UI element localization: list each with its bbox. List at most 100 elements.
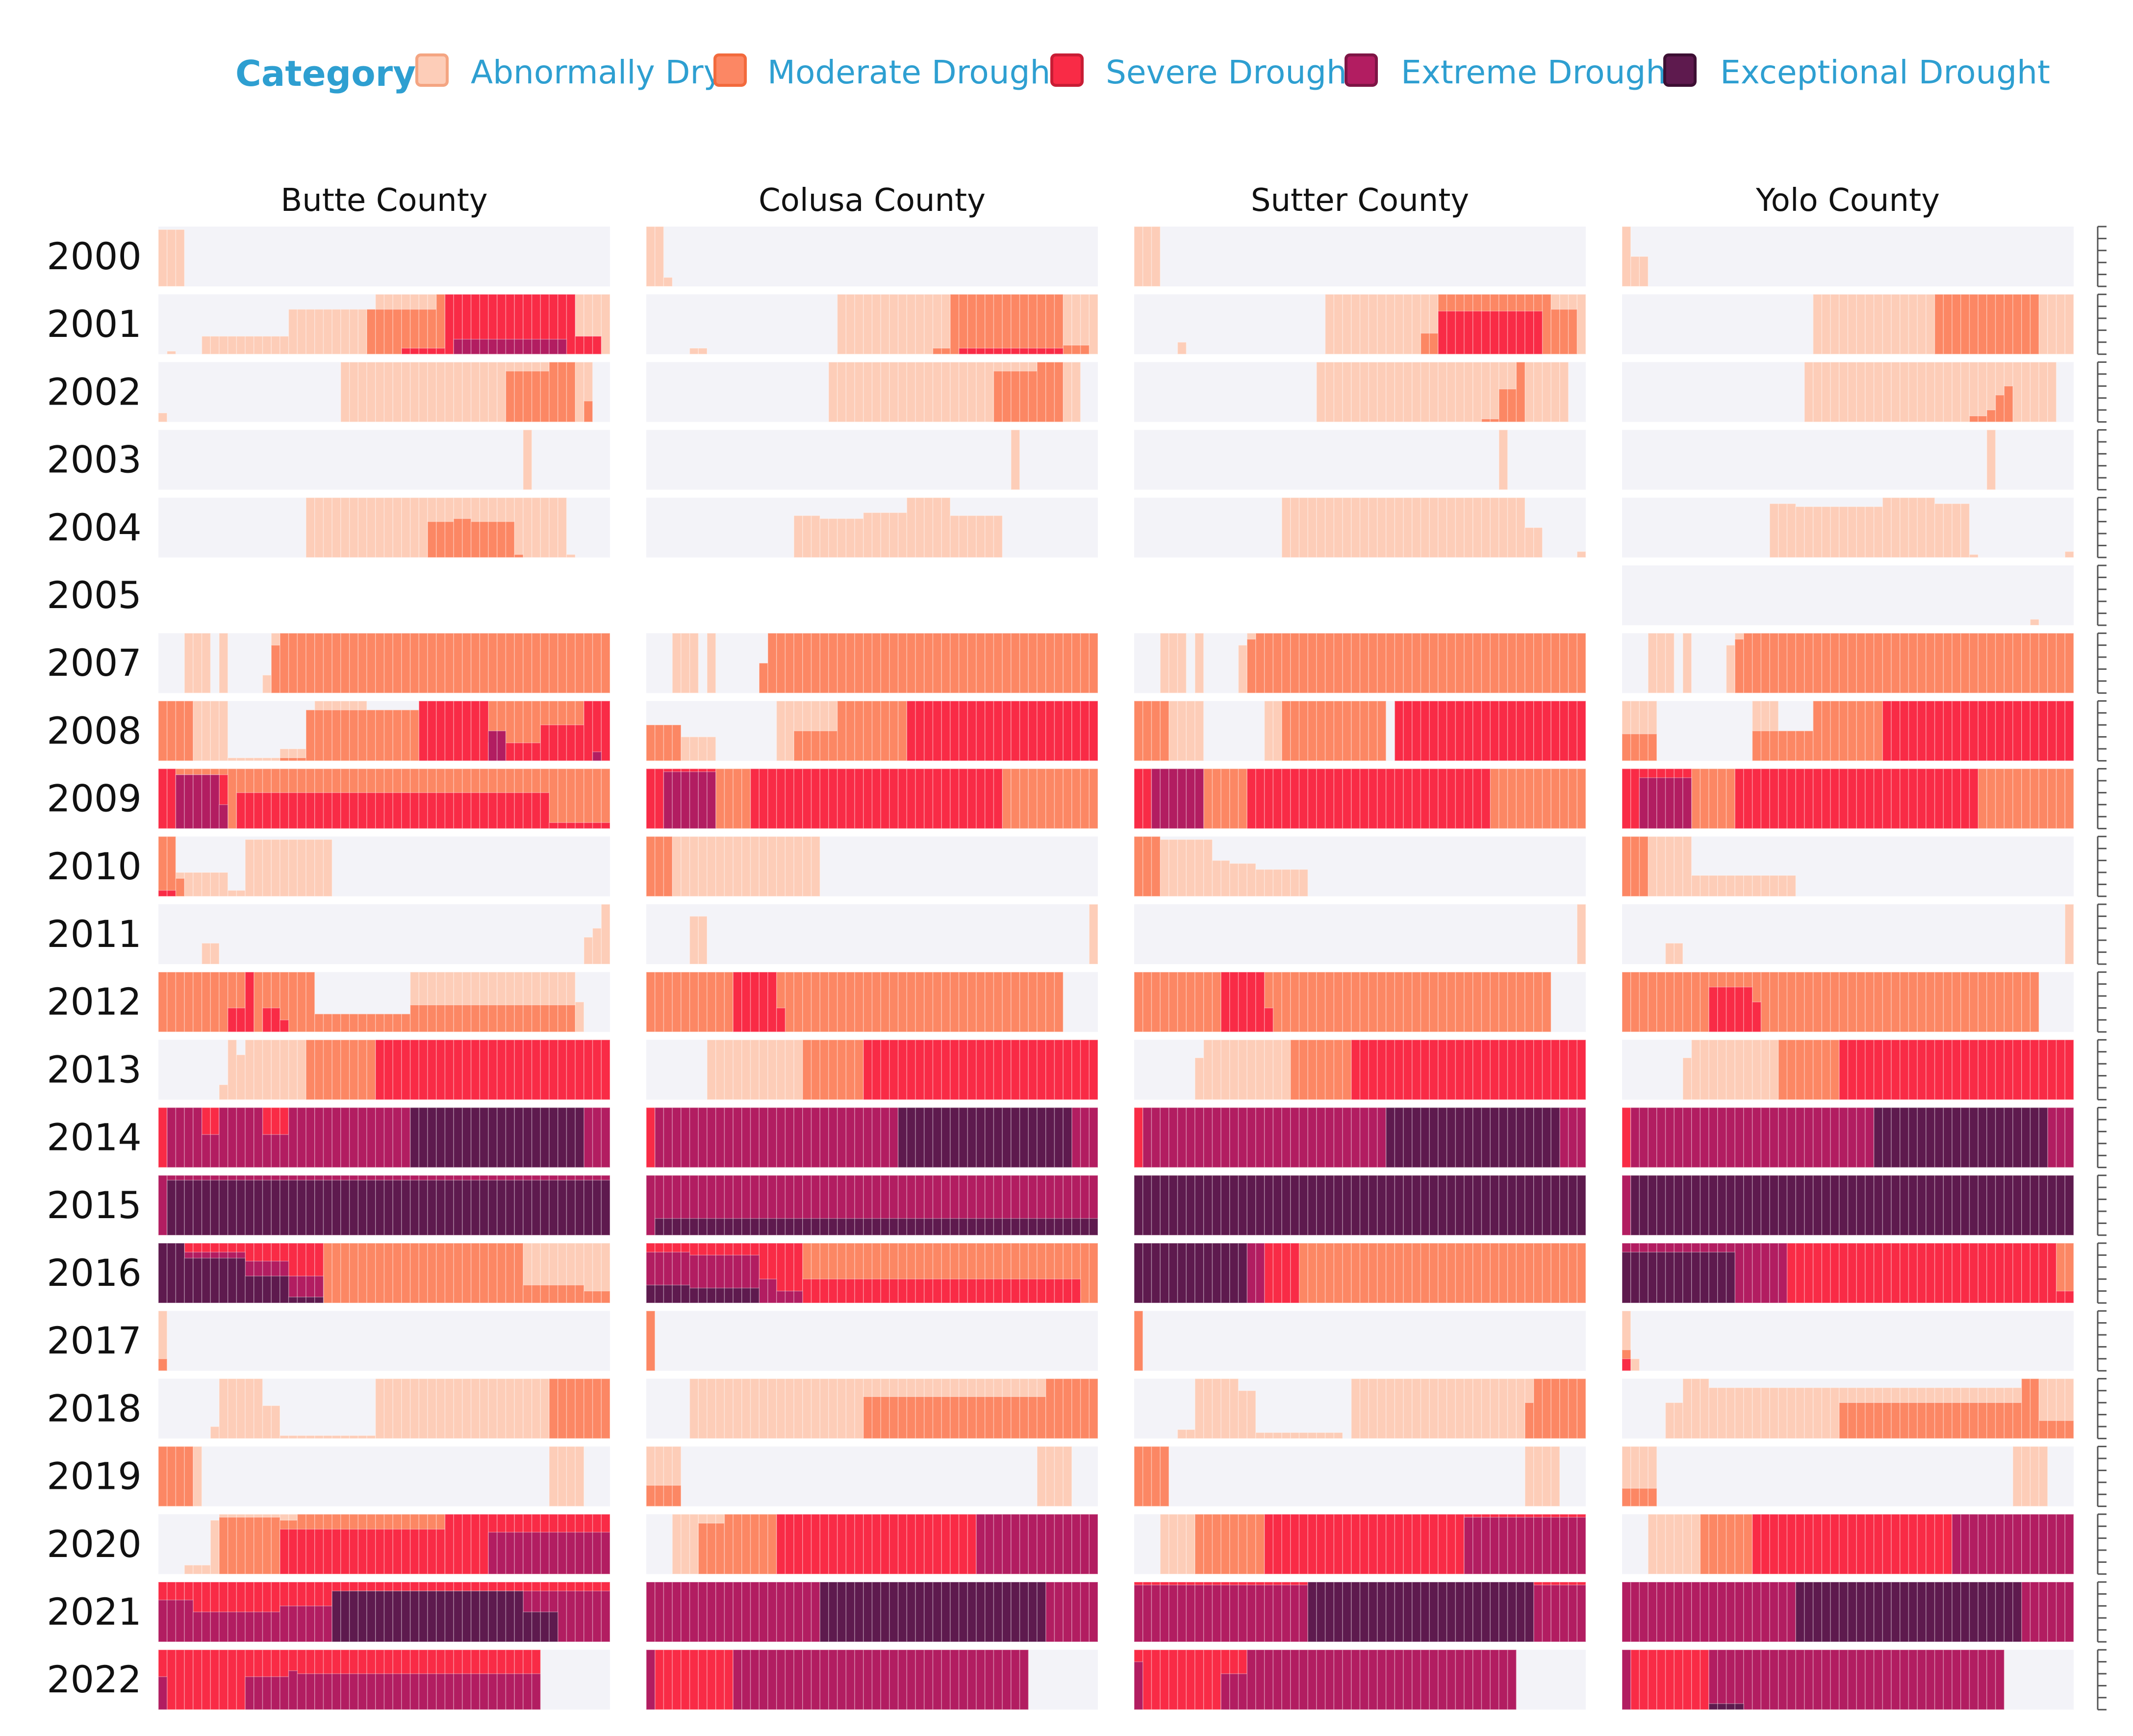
bar-D1-week-21: [1307, 1243, 1317, 1303]
bar-D3-week-11: [733, 1107, 742, 1168]
bar-D1-week-24: [845, 971, 855, 1032]
bar-D4-week-34: [444, 1107, 454, 1168]
bar-D0-week-8: [219, 872, 229, 897]
bar-D0-week-7: [1186, 700, 1195, 762]
bar-D2-week-46: [549, 724, 559, 762]
panel-yolo-county-2000: [1622, 226, 2074, 287]
bar-D4-week-23: [1324, 1175, 1335, 1236]
bar-D1-week-3: [1151, 700, 1161, 762]
bar-D1-week-38: [479, 1243, 489, 1303]
bar-D1-week-50: [2047, 768, 2057, 829]
bar-D2-week-41: [993, 348, 1003, 355]
bar-D1-week-45: [1028, 768, 1038, 829]
bar-D1-week-34: [1420, 1243, 1430, 1303]
bar-D0-week-28: [1856, 294, 1866, 355]
bar-D1-week-42: [1978, 971, 1987, 1032]
bar-D1-week-40: [985, 294, 994, 355]
bar-D3-week-42: [514, 338, 524, 355]
bar-D1-week-19: [1290, 633, 1300, 693]
bar-D2-week-27: [871, 768, 881, 829]
county-title-sutter-county: Sutter County: [1251, 182, 1469, 219]
bar-D3-week-22: [1316, 1107, 1326, 1168]
bar-D4-week-2: [1142, 1175, 1152, 1236]
bar-D2-week-28: [1856, 1039, 1866, 1100]
bar-D0-week-9: [227, 1039, 237, 1100]
bar-D1-week-21: [819, 730, 829, 762]
bar-D1-week-50: [584, 633, 593, 693]
bar-D0-week-5: [1168, 633, 1178, 693]
bar-D4-week-30: [897, 1107, 908, 1168]
bar-D1-week-44: [1507, 971, 1517, 1032]
year-label-2009: 2009: [47, 777, 141, 820]
bar-D4-week-47: [1533, 1107, 1543, 1168]
bar-D4-week-10: [236, 1179, 246, 1236]
bar-D1-week-49: [575, 768, 584, 829]
bar-D0-week-28: [1856, 506, 1866, 558]
bar-D0-week-19: [1778, 875, 1788, 897]
bar-D2-week-49: [1550, 1039, 1560, 1100]
bar-D1-week-7: [698, 971, 708, 1032]
bar-D4-week-35: [1429, 1107, 1439, 1168]
bar-D1-week-24: [1333, 971, 1343, 1032]
bar-D4-week-45: [1028, 1218, 1038, 1236]
bar-D4-week-45: [2004, 1107, 2013, 1168]
bar-D1-week-37: [1446, 971, 1456, 1032]
bar-D1-week-47: [2021, 768, 2031, 829]
bar-D1-week-45: [1028, 294, 1038, 355]
bar-D2-week-44: [1019, 1278, 1029, 1303]
bar-D4-week-17: [1760, 1175, 1770, 1236]
bar-D1-week-29: [889, 971, 899, 1032]
bar-D2-week-37: [470, 700, 481, 762]
bar-D0-week-24: [1821, 506, 1831, 558]
panel-butte-county-2002: [158, 361, 610, 423]
bar-D2-week-32: [427, 700, 437, 762]
bar-D2-week-42: [1490, 700, 1499, 762]
bar-D0-week-6: [201, 700, 211, 762]
bar-D4-week-11: [733, 1218, 742, 1236]
bar-D1-week-41: [1481, 971, 1491, 1032]
bar-D2-week-44: [1019, 1039, 1029, 1100]
bar-D1-week-43: [523, 1004, 533, 1032]
bar-D1-week-41: [505, 633, 515, 693]
bar-D1-week-52: [601, 768, 610, 829]
bar-D4-week-46: [549, 1107, 559, 1168]
bar-D4-week-37: [1446, 1175, 1456, 1236]
bar-D0-week-42: [1490, 497, 1499, 558]
bar-D0-week-52: [1089, 904, 1098, 965]
bar-D0-week-15: [279, 335, 289, 355]
bar-D3-week-26: [1351, 1107, 1361, 1168]
bar-D4-week-22: [1316, 1175, 1326, 1236]
bar-D4-week-13: [262, 1179, 272, 1236]
bar-D1-week-35: [1429, 971, 1439, 1032]
bar-D4-week-5: [193, 1257, 203, 1303]
bar-D0-week-3: [1639, 256, 1649, 287]
bar-D1-week-16: [776, 633, 786, 693]
bar-D2-week-31: [1394, 700, 1404, 762]
bar-D0-week-9: [227, 890, 237, 897]
bar-D4-week-4: [184, 1179, 194, 1236]
bar-D1-week-25: [366, 709, 376, 762]
bar-D1-week-26: [863, 633, 873, 693]
bar-D3-week-27: [871, 1107, 881, 1168]
bar-D1-week-47: [557, 361, 567, 423]
bar-D1-week-23: [1812, 971, 1823, 1032]
bar-D0-week-25: [1342, 361, 1352, 423]
bar-D4-week-36: [462, 1107, 472, 1168]
bar-D0-week-36: [1438, 361, 1447, 423]
bar-D1-week-52: [2064, 633, 2074, 693]
bar-D1-week-17: [1760, 730, 1770, 762]
year-label-2010: 2010: [47, 844, 141, 888]
bar-D0-week-16: [288, 839, 298, 897]
bar-D1-week-6: [201, 971, 211, 1032]
bar-D0-week-28: [1368, 361, 1378, 423]
bar-D1-week-37: [1446, 1243, 1456, 1303]
bar-D1-week-23: [837, 633, 847, 693]
bar-D1-week-52: [1576, 633, 1586, 693]
bar-D0-week-22: [1804, 361, 1814, 423]
bar-D0-week-7: [698, 916, 708, 965]
bar-D0-week-14: [271, 757, 280, 762]
panel-background: [1134, 227, 1586, 286]
bar-D2-week-33: [436, 700, 446, 762]
bar-D2-week-41: [1481, 310, 1491, 355]
bar-D4-week-9: [715, 1218, 725, 1236]
